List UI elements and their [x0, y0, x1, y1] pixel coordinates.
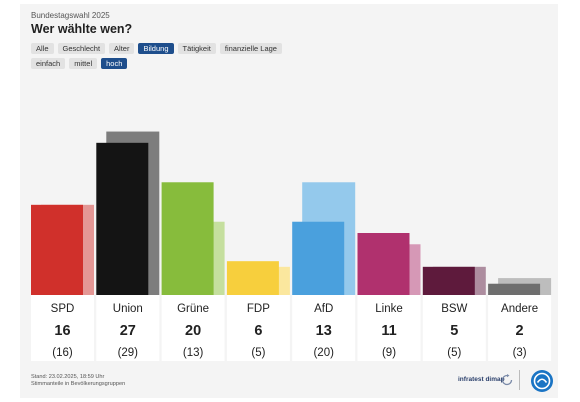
label-panel-union	[96, 295, 160, 361]
label-panel-fdp	[226, 295, 290, 361]
label-panel-gruene	[161, 295, 225, 361]
bar-current-afd	[292, 221, 345, 295]
previous-value-label-andere: (3)	[513, 347, 527, 359]
previous-value-label-spd: (16)	[52, 347, 73, 359]
filter-chip-bildung[interactable]: Bildung	[138, 43, 174, 54]
filter-chip-finanzielle-lage[interactable]: finanzielle Lage	[219, 43, 282, 54]
category-label-bsw: BSW	[441, 303, 467, 315]
refresh-icon	[501, 374, 513, 386]
category-label-andere: Andere	[501, 303, 538, 315]
value-label-afd: 13	[316, 323, 332, 339]
value-label-fdp: 6	[254, 323, 262, 339]
filter-chip-alter[interactable]: Alter	[109, 43, 135, 54]
bar-current-andere	[488, 283, 541, 295]
category-label-union: Union	[113, 303, 143, 315]
filter-chip-einfach[interactable]: einfach	[31, 58, 66, 69]
category-label-spd: SPD	[51, 303, 75, 315]
footer-timestamp: Stand: 23.02.2025, 18:59 Uhr	[31, 374, 105, 380]
filter-row-level: einfach mittel hoch	[31, 58, 128, 69]
filter-chip-alle[interactable]: Alle	[31, 43, 54, 54]
previous-value-label-bsw: (5)	[447, 347, 461, 359]
value-label-bsw: 5	[450, 323, 458, 339]
previous-value-label-gruene: (13)	[183, 347, 204, 359]
filter-chip-hoch[interactable]: hoch	[101, 58, 128, 69]
value-label-gruene: 20	[185, 323, 201, 339]
label-panel-andere	[488, 295, 552, 361]
filter-chip-geschlecht[interactable]: Geschlecht	[57, 43, 106, 54]
bar-current-spd	[31, 204, 83, 295]
previous-value-label-afd: (20)	[313, 347, 334, 359]
previous-value-label-linke: (9)	[382, 347, 396, 359]
filter-chip-mittel[interactable]: mittel	[69, 58, 98, 69]
bar-current-linke	[357, 233, 410, 295]
broadcaster-logo-icon	[531, 370, 553, 392]
bar-current-union	[96, 142, 149, 295]
bar-current-bsw	[422, 266, 475, 295]
value-label-spd: 16	[54, 323, 70, 339]
value-label-union: 27	[120, 323, 136, 339]
filter-chip-taetigkeit[interactable]: Tätigkeit	[177, 43, 216, 54]
footer-divider	[519, 370, 520, 390]
previous-value-label-fdp: (5)	[251, 347, 265, 359]
kicker: Bundestagswahl 2025	[31, 11, 110, 20]
label-panel-linke	[357, 295, 421, 361]
label-panel-afd	[292, 295, 356, 361]
filter-row-category: Alle Geschlecht Alter Bildung Tätigkeit …	[31, 43, 282, 54]
label-panel-spd	[31, 295, 94, 361]
footer-note: Stimmanteile in Bevölkerungsgruppen	[31, 381, 126, 387]
category-label-fdp: FDP	[247, 303, 270, 315]
category-label-afd: AfD	[314, 303, 333, 315]
previous-value-label-union: (29)	[118, 347, 139, 359]
brand-label: infratest dimap	[458, 376, 505, 383]
bar-current-gruene	[161, 182, 214, 295]
chart-title: Wer wählte wen?	[31, 22, 133, 36]
value-label-andere: 2	[516, 323, 524, 339]
category-label-gruene: Grüne	[177, 303, 209, 315]
value-label-linke: 11	[381, 323, 396, 339]
label-panel-bsw	[422, 295, 486, 361]
category-label-linke: Linke	[375, 303, 403, 315]
bar-current-fdp	[226, 261, 279, 295]
